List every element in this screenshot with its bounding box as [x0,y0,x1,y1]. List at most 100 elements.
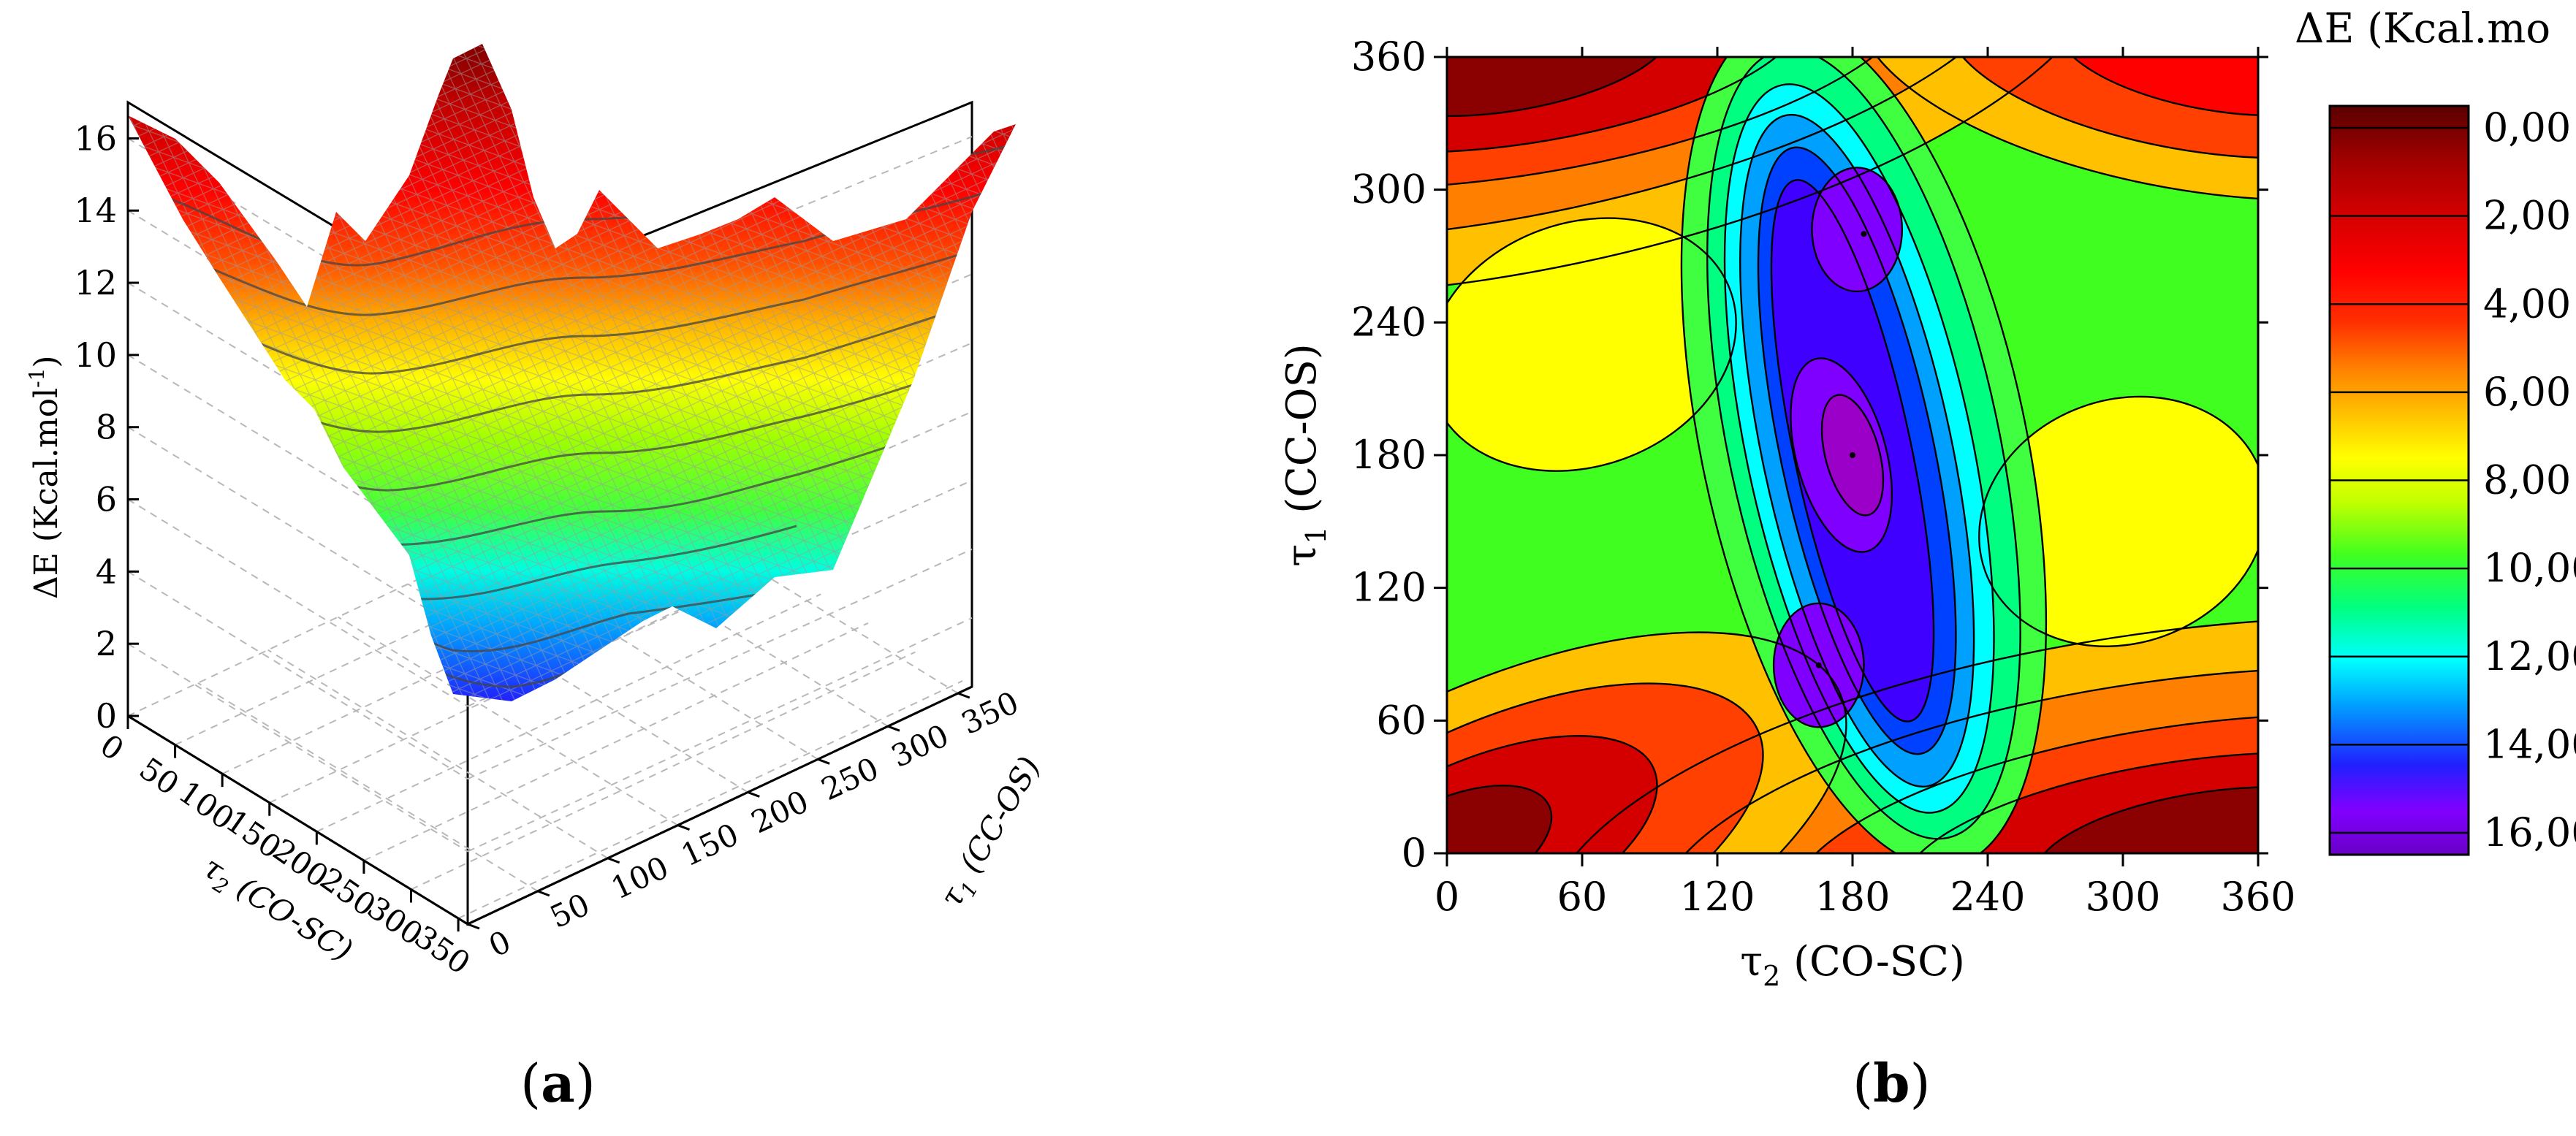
y-tick-label: 300 [886,717,954,774]
contour-line [1447,57,1671,117]
grid-line [467,548,973,780]
x-axis-title: τ2 (CO-SC) [1740,938,1965,992]
contour-line [1978,395,2258,647]
grid-line [467,617,973,853]
y-tick-label: 100 [606,849,674,906]
x-tick-label: 120 [1679,874,1755,920]
minimum-marker [1861,231,1867,237]
contour-line [1770,179,1935,723]
y-tick [747,791,760,798]
y-tick-label: 250 [816,750,884,807]
y-tick [887,725,900,732]
y-tick [537,890,550,897]
contour-line [1706,57,2021,840]
y-tick-label: 240 [1351,299,1426,345]
contour-band [1979,396,2258,647]
contour-line [1541,616,2258,853]
z-tick-label: 8 [96,408,117,447]
x-tick-label: 60 [1557,874,1608,920]
z-axis-title: ΔE (Kcal.mol-1) [25,355,65,599]
grid-line [467,136,973,344]
y-tick-label: 300 [1351,167,1426,213]
y-tick-label: 120 [1351,565,1426,611]
colorbar-tick-label: 4,00 [2483,281,2571,327]
contour-lines [1447,57,2258,853]
z-tick-label: 10 [74,335,117,375]
contour-line [1723,83,1995,814]
contour-line [1447,785,1553,853]
contour-line [2056,57,2258,117]
contour-line [1820,394,1885,516]
x-tick-label: 300 [2085,874,2160,920]
contour-line [1855,57,2258,202]
contour-band [1447,736,1657,853]
z-tick-label: 16 [74,118,117,158]
contour-plot-svg: 0 60 120 180 240 300 360 0 60 120 180 240 300 360 τ2 … [1278,5,2576,992]
contour-line [1772,602,1865,728]
grid-line [127,426,468,635]
colorbar-ticks: 0,00 2,00 4,00 6,00 8,00 10,00 12,00 14,00 16,00 [2330,104,2576,855]
contour-line [1447,57,2113,297]
contour-line [1790,357,1893,553]
grid-line [127,643,468,853]
x-tick-label: 360 [2220,874,2295,920]
panel-a-surface-plot: 0 2 4 6 8 10 12 14 16 0 50 100 150 200 250 300 350 0 50 100… [0,0,1228,1133]
y-tick [817,758,830,765]
z-tick-label: 0 [96,696,117,736]
grid-line [127,498,468,707]
colorbar-tick-label: 14,00 [2483,721,2576,767]
contour-line [1447,57,1916,189]
contour-line [1447,57,2024,241]
y-axis-title: τ1 (CC-OS) [932,750,1052,915]
grid-line [337,616,679,826]
minimum-marker [1850,452,1855,458]
contour-band [1447,57,1671,116]
y-tick-label: 50 [544,886,595,935]
contour-band [2057,57,2258,116]
y-tick [957,692,970,699]
colorbar-title: ΔE (Kcal.mo [2295,5,2550,53]
contour-line [1945,57,2258,159]
y-tick-label: 350 [956,685,1024,742]
z-tick-label: 4 [96,552,117,591]
y-tick-label: 0 [483,923,516,964]
y-tick [607,857,620,864]
y-tick [677,824,691,831]
contour-line [2033,786,2258,853]
z-tick-label: 14 [74,191,117,230]
y-axis-title: τ1 (CC-OS) [1278,343,1332,567]
contour-band [1856,57,2258,201]
grid-line [197,682,539,892]
colorbar-tick-label: 8,00 [2483,457,2571,503]
y-tick-label: 180 [1351,432,1426,478]
colorbar-tick-label: 16,00 [2483,809,2576,855]
contour-line [1680,57,2048,853]
y-tick-label: 360 [1351,34,1426,80]
contour-line [1447,217,1737,472]
y-tick-label: 150 [676,816,744,873]
contour-line [1447,57,1805,153]
contour-line [1739,113,1975,788]
contour-band [1900,752,2258,853]
y-tick-label: 60 [1376,697,1426,743]
contour-line [1787,713,2258,853]
colorbar-tick-label: 2,00 [2483,193,2571,239]
contour-band [1447,218,1736,471]
contour-line [1899,752,2258,853]
z-tick-label: 6 [96,480,117,519]
y-tick-label: 0 [1402,830,1426,876]
contour-line [1447,735,1658,853]
grid-line [267,649,609,859]
contour-line [1447,682,1764,853]
colorbar-tick-label: 6,00 [2483,369,2571,415]
colorbar: ΔE (Kcal.mo 0,00 2,00 4,00 6,00 8,00 10,00 12,… [2295,5,2576,856]
x-tick-label: 240 [1950,874,2025,920]
colorbar-tick-label: 12,00 [2483,633,2576,679]
axis-ticks: 0 60 120 180 240 300 360 0 60 120 180 240 300 360 [1351,34,2296,920]
x-tick-label: 0 [1435,874,1459,920]
contour-line [1447,631,1847,853]
contour-line [1757,146,1957,755]
colorbar-tick-label: 10,00 [2483,545,2576,591]
y-tick [467,923,480,930]
